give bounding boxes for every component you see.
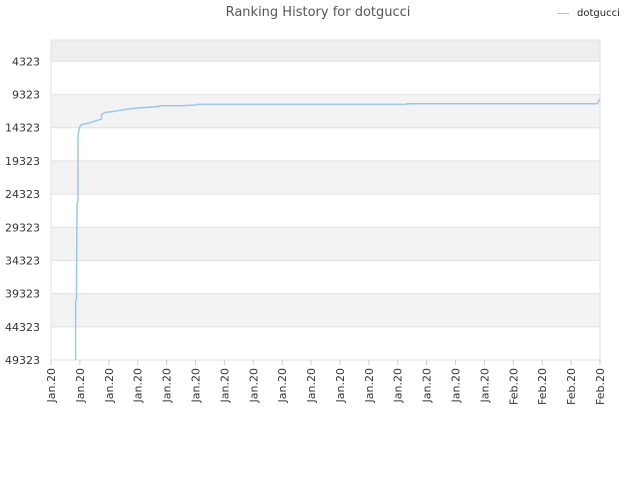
y-tick-label: 34323 — [5, 254, 40, 267]
x-tick-label: Jan.20 — [421, 368, 434, 403]
y-tick-label: 29323 — [5, 221, 40, 234]
plot-band — [51, 160, 600, 195]
x-tick-label: Feb.20 — [507, 368, 520, 405]
plot-band — [51, 61, 600, 95]
x-tick-label: Feb.20 — [536, 368, 549, 405]
x-tick-label: Jan.20 — [450, 368, 463, 403]
plot-border — [50, 39, 601, 361]
x-tick-label: Jan.20 — [45, 368, 58, 403]
x-tick-label: Jan.20 — [305, 368, 318, 403]
x-tick-label: Jan.20 — [74, 368, 87, 403]
y-tick-label: 4323 — [12, 55, 40, 68]
y-tick-label: 19323 — [5, 155, 40, 168]
legend-swatch — [557, 13, 569, 14]
plot-band — [51, 293, 600, 327]
x-tick-label: Jan.20 — [392, 368, 405, 403]
plot-band — [51, 194, 600, 228]
y-tick-label: 49323 — [5, 354, 40, 367]
chart-title: Ranking History for dotgucci — [225, 5, 411, 20]
legend-label: dotgucci — [577, 8, 620, 19]
y-tick-label: 9323 — [12, 89, 40, 102]
x-tick-label: Jan.20 — [478, 368, 491, 403]
plot-band — [51, 227, 600, 261]
x-tick-label: Jan.20 — [276, 368, 289, 403]
x-tick-label: Jan.20 — [161, 368, 174, 403]
x-tick-label: Jan.20 — [247, 368, 260, 403]
y-tick-label: 44323 — [5, 321, 40, 334]
x-tick-label: Jan.20 — [103, 368, 116, 403]
plot-band — [51, 40, 600, 62]
x-tick-label: Feb.20 — [594, 368, 607, 405]
x-tick-label: Jan.20 — [189, 368, 202, 403]
x-tick-label: Jan.20 — [334, 368, 347, 403]
x-tick-label: Jan.20 — [132, 368, 145, 403]
plot-band — [51, 94, 600, 128]
x-tick-label: Jan.20 — [218, 368, 231, 403]
y-tick-label: 14323 — [5, 122, 40, 135]
series-line-dotgucci — [74, 98, 601, 360]
x-tick-label: Jan.20 — [363, 368, 376, 403]
plot-band — [51, 260, 600, 294]
y-tick-label: 39323 — [5, 288, 40, 301]
plot-band — [51, 127, 600, 161]
y-tick-label: 24323 — [5, 188, 40, 201]
legend: dotgucci — [557, 8, 620, 19]
x-tick-label: Feb.20 — [565, 368, 578, 405]
plot-band — [51, 326, 600, 360]
